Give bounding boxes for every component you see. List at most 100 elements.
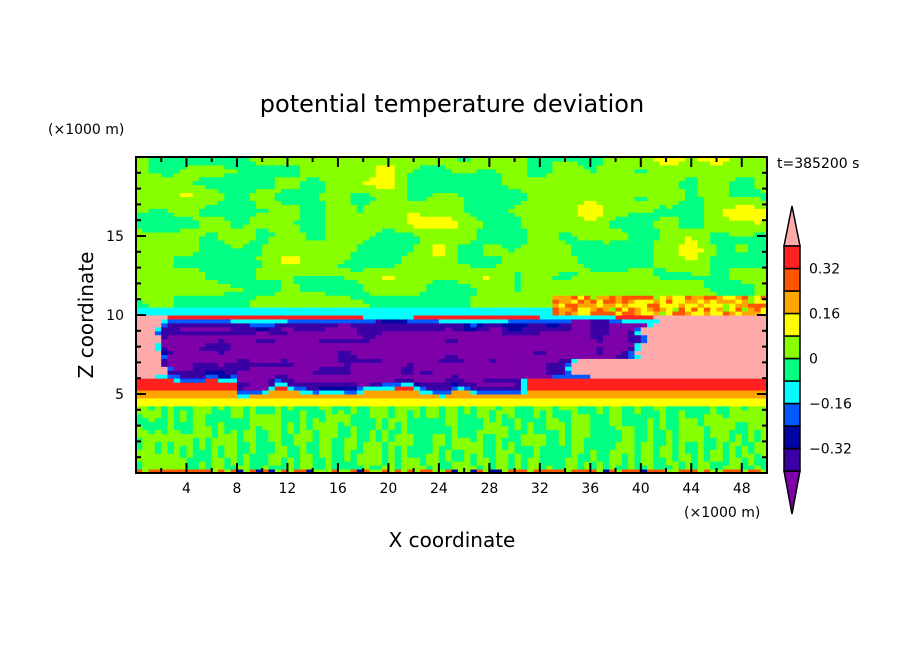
heatmap-cell <box>394 255 402 261</box>
heatmap-cell <box>306 216 314 221</box>
heatmap-cell <box>161 243 169 249</box>
heatmap-cell <box>268 192 276 197</box>
heatmap-cell <box>281 382 288 387</box>
heatmap-cell <box>167 449 175 454</box>
heatmap-cell <box>142 299 150 304</box>
heatmap-cell <box>350 362 358 367</box>
heatmap-cell <box>154 271 162 276</box>
heatmap-cell <box>318 362 326 367</box>
heatmap-cell <box>186 421 194 427</box>
heatmap-cell <box>230 224 238 229</box>
heatmap-cell <box>312 307 320 312</box>
heatmap-cell <box>236 259 244 265</box>
heatmap-cell <box>167 164 175 170</box>
heatmap-cell <box>243 164 251 170</box>
heatmap-cell <box>218 247 225 253</box>
heatmap-cell <box>249 200 257 205</box>
heatmap-cell <box>445 275 452 280</box>
heatmap-cell <box>192 160 200 166</box>
heatmap-cell <box>464 315 471 320</box>
heatmap-cell <box>318 394 326 399</box>
heatmap-cell <box>470 326 478 332</box>
heatmap-cell <box>363 303 370 308</box>
heatmap-cell <box>287 247 295 253</box>
heatmap-cell <box>394 291 402 296</box>
heatmap-cell <box>495 192 503 197</box>
heatmap-cell <box>363 433 370 438</box>
heatmap-cell <box>527 362 535 367</box>
heatmap-cell <box>293 334 301 340</box>
heatmap-cell <box>180 354 187 359</box>
heatmap-cell <box>483 188 490 194</box>
heatmap-cell <box>287 382 295 387</box>
heatmap-cell <box>495 164 503 170</box>
heatmap-cell <box>426 188 434 194</box>
heatmap-cell <box>167 386 175 391</box>
heatmap-cell <box>457 255 465 261</box>
heatmap-cell <box>331 469 339 474</box>
heatmap-cell <box>325 220 333 225</box>
heatmap-cell <box>154 338 162 344</box>
heatmap-cell <box>154 232 162 237</box>
heatmap-cell <box>457 354 465 359</box>
heatmap-cell <box>161 409 169 415</box>
heatmap-cell <box>136 445 143 450</box>
heatmap-cell <box>300 405 307 411</box>
heatmap-cell <box>394 315 402 320</box>
heatmap-cell <box>243 255 251 261</box>
heatmap-cell <box>489 449 497 454</box>
heatmap-cell <box>445 445 452 450</box>
heatmap-cell <box>520 255 528 261</box>
heatmap-cell <box>520 350 528 355</box>
heatmap-cell <box>274 461 282 466</box>
heatmap-cell <box>495 409 503 415</box>
heatmap-cell <box>262 346 270 352</box>
heatmap-cell <box>268 168 276 174</box>
heatmap-cell <box>154 164 162 170</box>
heatmap-cell <box>274 453 282 458</box>
heatmap-cell <box>136 382 143 387</box>
heatmap-cell <box>186 307 194 312</box>
heatmap-cell <box>161 465 169 470</box>
heatmap-cell <box>142 322 150 328</box>
heatmap-cell <box>457 338 465 344</box>
heatmap-cell <box>438 204 446 209</box>
heatmap-cell <box>293 437 301 442</box>
heatmap-cell <box>287 366 295 371</box>
heatmap-cell <box>173 239 181 245</box>
heatmap-cell <box>293 449 301 454</box>
heatmap-cell <box>249 413 257 419</box>
heatmap-cell <box>419 417 427 423</box>
heatmap-cell <box>325 378 333 383</box>
heatmap-cell <box>331 315 339 320</box>
heatmap-cell <box>318 421 326 427</box>
heatmap-cell <box>470 287 478 292</box>
heatmap-cell <box>230 267 238 273</box>
heatmap-cell <box>369 212 377 217</box>
heatmap-cell <box>142 350 150 355</box>
heatmap-cell <box>192 346 200 352</box>
heatmap-cell <box>432 255 440 261</box>
heatmap-cell <box>363 200 370 205</box>
heatmap-cell <box>508 453 516 458</box>
heatmap-cell <box>161 275 169 280</box>
heatmap-cell <box>192 212 200 217</box>
heatmap-cell <box>268 212 276 217</box>
heatmap-cell <box>218 164 225 170</box>
heatmap-cell <box>281 180 288 186</box>
heatmap-cell <box>527 413 535 419</box>
heatmap-cell <box>476 315 484 320</box>
heatmap-cell <box>451 409 459 415</box>
heatmap-cell <box>318 180 326 186</box>
heatmap-cell <box>199 267 206 273</box>
heatmap-cell <box>382 311 389 316</box>
heatmap-cell <box>382 330 389 336</box>
heatmap-cell <box>255 433 263 438</box>
heatmap-cell <box>300 441 307 446</box>
heatmap-cell <box>432 334 440 340</box>
heatmap-cell <box>369 239 377 245</box>
heatmap-cell <box>432 409 440 415</box>
heatmap-cell <box>218 326 225 332</box>
heatmap-cell <box>300 382 307 387</box>
heatmap-cell <box>205 338 213 344</box>
